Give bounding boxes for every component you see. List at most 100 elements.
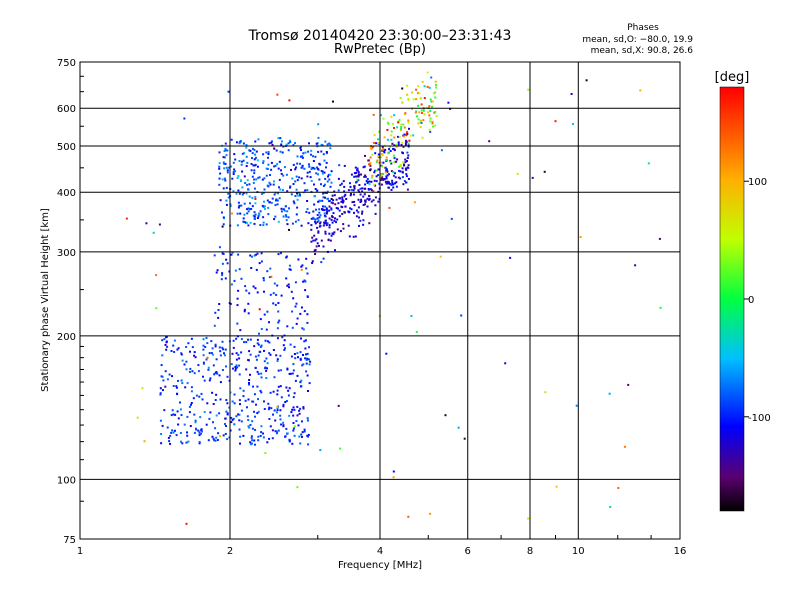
data-point — [256, 412, 259, 415]
data-point — [306, 434, 309, 437]
data-point — [276, 389, 279, 392]
data-point — [337, 207, 339, 210]
data-point — [398, 136, 401, 139]
data-point — [391, 181, 394, 184]
data-point — [200, 428, 203, 431]
data-point — [289, 264, 291, 267]
data-point — [296, 317, 299, 320]
data-point — [379, 161, 382, 164]
data-point — [609, 506, 612, 508]
data-point — [310, 153, 312, 156]
data-point — [208, 417, 211, 420]
data-point — [236, 212, 239, 215]
data-point — [345, 198, 348, 200]
data-point — [236, 224, 239, 227]
data-point — [233, 402, 236, 405]
data-point — [283, 209, 286, 212]
data-point — [234, 366, 237, 368]
data-point — [250, 267, 253, 269]
data-point — [306, 374, 309, 377]
data-point — [282, 174, 285, 177]
data-point — [258, 176, 261, 179]
data-point — [257, 215, 260, 218]
data-point — [173, 429, 176, 432]
data-point — [296, 486, 299, 489]
data-point — [419, 96, 422, 99]
data-point — [319, 222, 321, 225]
data-point — [248, 382, 250, 384]
data-point — [299, 155, 302, 158]
data-point — [249, 221, 252, 224]
data-point — [353, 185, 356, 188]
data-point — [259, 318, 262, 321]
data-point — [221, 369, 224, 371]
data-point — [230, 363, 233, 366]
data-point — [238, 413, 241, 416]
data-point — [164, 344, 167, 346]
data-point — [159, 393, 162, 396]
data-point — [319, 221, 322, 224]
data-point — [265, 377, 268, 379]
data-point — [395, 185, 398, 188]
data-point — [332, 199, 335, 202]
data-point — [331, 194, 334, 197]
data-point — [278, 178, 281, 181]
data-point — [339, 447, 342, 450]
data-point — [298, 435, 301, 438]
data-point — [237, 413, 240, 416]
data-point — [246, 183, 248, 186]
data-point — [379, 156, 382, 159]
data-point — [165, 348, 168, 351]
data-point — [229, 429, 232, 432]
data-point — [186, 415, 189, 418]
data-point — [276, 284, 279, 287]
data-point — [397, 176, 400, 179]
data-point — [449, 107, 452, 110]
data-point — [238, 142, 241, 145]
data-point — [401, 167, 404, 170]
data-point — [219, 381, 222, 384]
data-point — [488, 140, 491, 143]
data-point — [308, 142, 310, 145]
data-point — [252, 400, 255, 403]
data-point — [368, 180, 371, 183]
data-point — [319, 449, 322, 452]
data-point — [388, 148, 391, 151]
stats-title: Phases — [627, 23, 659, 33]
data-point — [267, 206, 270, 209]
data-point — [283, 339, 286, 342]
data-point — [198, 431, 201, 434]
data-point — [350, 173, 353, 176]
data-point — [171, 375, 173, 378]
data-point — [322, 153, 325, 156]
data-point — [307, 443, 310, 446]
data-point — [267, 163, 270, 166]
data-point — [369, 188, 372, 191]
data-point — [223, 167, 226, 170]
data-point — [390, 170, 393, 173]
data-point — [420, 119, 422, 122]
data-point — [168, 440, 171, 443]
data-point — [292, 163, 295, 166]
data-point — [271, 197, 274, 200]
data-point — [268, 181, 271, 184]
data-point — [347, 224, 350, 227]
data-point — [400, 128, 402, 131]
data-point — [271, 143, 274, 146]
data-point — [362, 219, 365, 222]
data-point — [264, 207, 266, 210]
data-point — [341, 196, 344, 199]
data-point — [257, 343, 260, 346]
data-point — [197, 370, 200, 373]
data-point — [216, 372, 219, 375]
data-point — [385, 159, 388, 161]
data-point — [398, 169, 400, 172]
data-point — [188, 411, 191, 414]
data-point — [350, 208, 353, 211]
data-point — [318, 244, 320, 247]
data-point — [296, 162, 299, 165]
data-point — [242, 220, 245, 223]
data-point — [297, 258, 300, 261]
data-point — [308, 382, 311, 385]
data-point — [353, 187, 356, 190]
